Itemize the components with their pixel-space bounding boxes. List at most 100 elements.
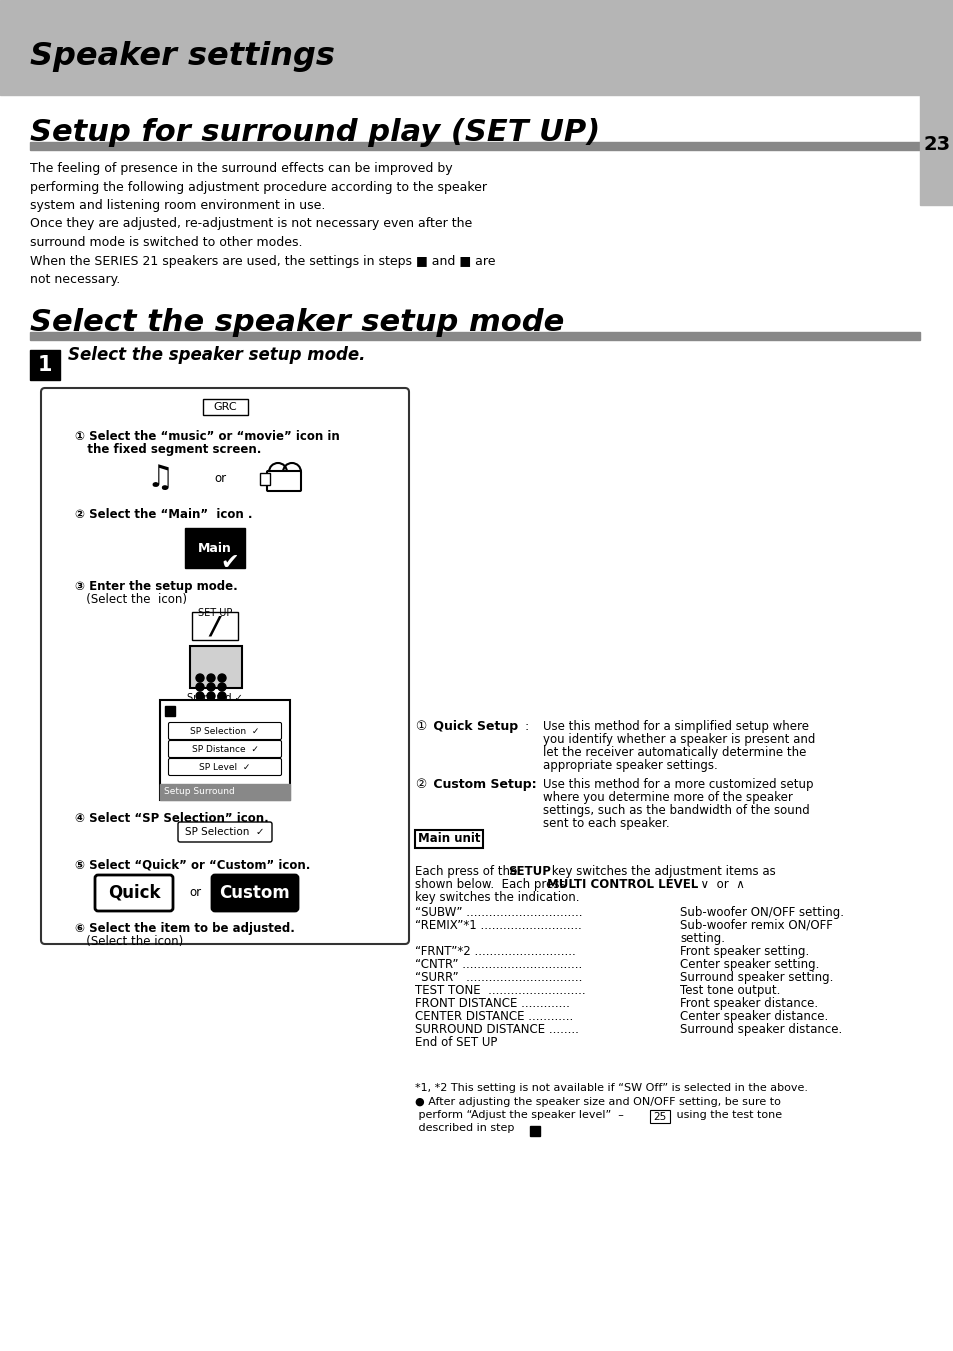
Circle shape [207, 674, 214, 682]
Text: The feeling of presence in the surround effects can be improved by
performing th: The feeling of presence in the surround … [30, 162, 495, 286]
Bar [260, 473, 270, 485]
Bar [530, 1125, 539, 1136]
FancyBboxPatch shape [95, 875, 172, 911]
Text: sent to each speaker.: sent to each speaker. [542, 817, 669, 830]
Text: 23: 23 [923, 135, 949, 154]
Text: 1: 1 [38, 355, 52, 376]
Text: Speaker settings: Speaker settings [30, 41, 335, 72]
Circle shape [195, 684, 204, 690]
Text: (Select the  icon): (Select the icon) [75, 593, 187, 607]
Text: MULTI CONTROL LEVEL: MULTI CONTROL LEVEL [546, 878, 698, 892]
Text: Custom Setup:: Custom Setup: [429, 778, 536, 790]
Text: key switches the adjustment items as: key switches the adjustment items as [547, 865, 775, 878]
Bar [185, 528, 245, 567]
Text: ①: ① [415, 720, 426, 734]
Bar [30, 332, 919, 340]
Bar [190, 646, 242, 688]
Text: or: or [213, 471, 226, 485]
Text: let the receiver automatically determine the: let the receiver automatically determine… [542, 746, 805, 759]
Text: the fixed segment screen.: the fixed segment screen. [75, 443, 261, 457]
Text: ● After adjusting the speaker size and ON/OFF setting, be sure to: ● After adjusting the speaker size and O… [415, 1097, 781, 1106]
Text: Quick: Quick [108, 884, 160, 902]
Bar [30, 142, 919, 150]
Text: Each press of the: Each press of the [415, 865, 520, 878]
Text: SP Selection  ✓: SP Selection ✓ [185, 827, 265, 838]
Text: Sub-woofer remix ON/OFF: Sub-woofer remix ON/OFF [679, 919, 832, 932]
FancyBboxPatch shape [212, 875, 297, 911]
Text: Select the speaker setup mode: Select the speaker setup mode [30, 308, 563, 336]
Text: *1, *2 This setting is not available if “SW Off” is selected in the above.: *1, *2 This setting is not available if … [415, 1084, 807, 1093]
Text: Surround speaker setting.: Surround speaker setting. [679, 971, 833, 984]
Bar [203, 399, 248, 415]
Circle shape [218, 684, 226, 690]
Text: Quick Setup: Quick Setup [429, 720, 517, 734]
Text: ① Select the “music” or “movie” icon in: ① Select the “music” or “movie” icon in [75, 430, 339, 443]
Text: Surround speaker distance.: Surround speaker distance. [679, 1023, 841, 1036]
Circle shape [207, 692, 214, 700]
Text: FRONT DISTANCE .............: FRONT DISTANCE ............. [415, 997, 569, 1011]
Text: (Select the icon): (Select the icon) [75, 935, 183, 948]
Bar [415, 830, 482, 848]
Bar [192, 612, 237, 640]
Text: SP Selection  ✓: SP Selection ✓ [190, 727, 259, 735]
FancyBboxPatch shape [169, 723, 281, 739]
Text: “FRNT”*2 ...........................: “FRNT”*2 ........................... [415, 944, 576, 958]
Text: ♫: ♫ [146, 463, 173, 493]
Text: GRC: GRC [213, 403, 236, 412]
Text: Custom: Custom [219, 884, 290, 902]
Text: Front speaker distance.: Front speaker distance. [679, 997, 818, 1011]
Text: appropriate speaker settings.: appropriate speaker settings. [542, 759, 717, 771]
Text: ② Select the “Main”  icon .: ② Select the “Main” icon . [75, 508, 253, 521]
Text: you identify whether a speaker is present and: you identify whether a speaker is presen… [542, 734, 815, 746]
Text: “SURR”  ...............................: “SURR” ............................... [415, 971, 581, 984]
Text: Center speaker setting.: Center speaker setting. [679, 958, 819, 971]
Text: where you determine more of the speaker: where you determine more of the speaker [542, 790, 792, 804]
Text: TEST TONE  ..........................: TEST TONE .......................... [415, 984, 585, 997]
Bar [160, 784, 290, 800]
Text: CENTER DISTANCE ............: CENTER DISTANCE ............ [415, 1011, 573, 1023]
Bar [649, 1111, 669, 1123]
FancyBboxPatch shape [267, 471, 301, 490]
FancyBboxPatch shape [178, 821, 272, 842]
Text: 25: 25 [653, 1112, 666, 1121]
FancyBboxPatch shape [169, 758, 281, 775]
Text: shown below.  Each press: shown below. Each press [415, 878, 569, 892]
Bar [30, 350, 60, 380]
Text: Setup for surround play (SET UP): Setup for surround play (SET UP) [30, 118, 599, 147]
Circle shape [195, 674, 204, 682]
Text: /: / [211, 613, 219, 638]
Circle shape [218, 692, 226, 700]
Text: SETUP: SETUP [507, 865, 550, 878]
Text: Select the speaker setup mode.: Select the speaker setup mode. [68, 346, 365, 363]
FancyBboxPatch shape [41, 388, 409, 944]
Text: ⑥ Select the item to be adjusted.: ⑥ Select the item to be adjusted. [75, 921, 294, 935]
Text: SP Distance  ✓: SP Distance ✓ [192, 744, 258, 754]
Circle shape [195, 692, 204, 700]
Text: End of SET UP: End of SET UP [415, 1036, 497, 1048]
Text: SURROUND DISTANCE ........: SURROUND DISTANCE ........ [415, 1023, 578, 1036]
Text: SET UP: SET UP [197, 608, 232, 617]
Text: Main unit: Main unit [417, 832, 479, 846]
Text: ③ Enter the setup mode.: ③ Enter the setup mode. [75, 580, 237, 593]
FancyBboxPatch shape [169, 740, 281, 758]
Text: Front speaker setting.: Front speaker setting. [679, 944, 808, 958]
Text: :: : [513, 720, 537, 734]
Circle shape [218, 674, 226, 682]
Text: settings, such as the bandwidth of the sound: settings, such as the bandwidth of the s… [542, 804, 809, 817]
Text: or: or [189, 886, 201, 900]
Text: ∨  or  ∧: ∨ or ∧ [692, 878, 744, 892]
Text: Use this method for a simplified setup where: Use this method for a simplified setup w… [542, 720, 808, 734]
Text: described in step: described in step [415, 1123, 514, 1133]
Text: key switches the indication.: key switches the indication. [415, 892, 578, 904]
Bar [0, 0, 953, 95]
Text: Center speaker distance.: Center speaker distance. [679, 1011, 827, 1023]
Text: ④ Select “SP Selection” icon.: ④ Select “SP Selection” icon. [75, 812, 269, 825]
Text: SP Level  ✓: SP Level ✓ [199, 762, 251, 771]
Text: Surround ✓: Surround ✓ [187, 693, 243, 703]
Text: setting.: setting. [679, 932, 724, 944]
Bar [919, 85, 953, 205]
Text: using the test tone: using the test tone [672, 1111, 781, 1120]
Bar [160, 700, 290, 800]
Text: ⑤ Select “Quick” or “Custom” icon.: ⑤ Select “Quick” or “Custom” icon. [75, 858, 310, 871]
Bar [165, 707, 174, 716]
